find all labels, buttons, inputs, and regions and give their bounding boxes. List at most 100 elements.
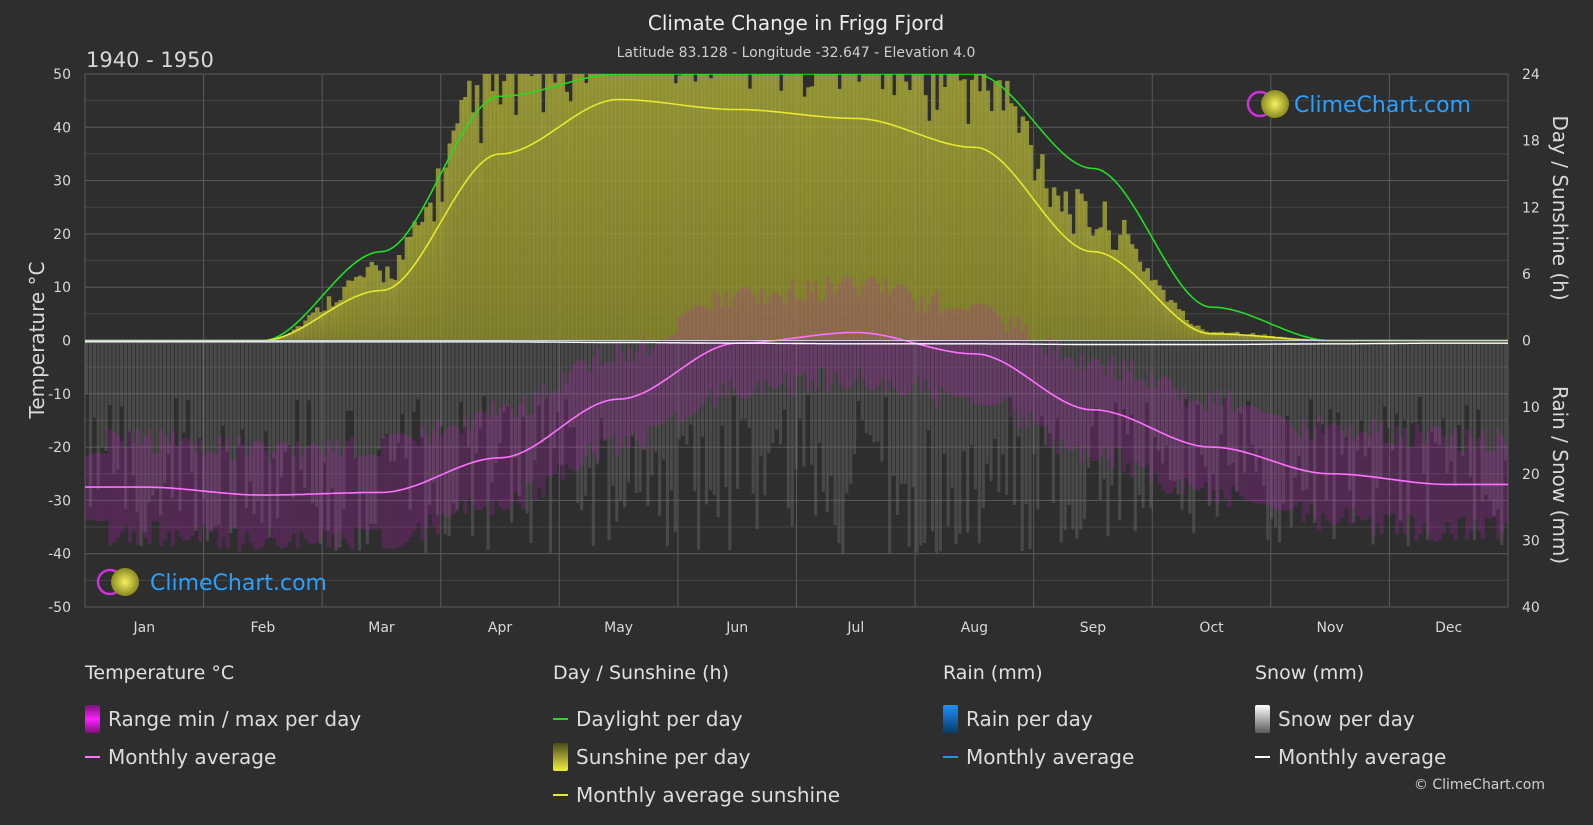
sunshine-day-bar — [580, 74, 585, 341]
snow-day-bar — [934, 340, 939, 553]
sunshine-day-bar — [892, 95, 897, 341]
snow-day-bar — [806, 340, 810, 396]
snow-day-bar — [1059, 340, 1063, 543]
snow-day-bar — [790, 340, 794, 527]
snow-day-bar — [248, 340, 252, 482]
snow-day-bar — [907, 340, 911, 547]
legend-swatch — [553, 794, 568, 796]
snow-day-bar — [1219, 340, 1223, 435]
sunshine-day-bar — [1067, 214, 1072, 341]
sunshine-day-bar — [377, 270, 382, 341]
snow-day-bar — [677, 340, 681, 440]
sunshine-day-bar — [1219, 331, 1224, 341]
snow-day-bar — [1125, 340, 1130, 435]
snow-day-bar — [829, 340, 833, 477]
snow-day-bar — [736, 340, 740, 490]
sunshine-day-bar — [494, 74, 499, 341]
sunshine-day-bar — [1157, 285, 1162, 341]
left-tick-label: 10 — [53, 280, 71, 296]
sunshine-day-bar — [638, 74, 644, 341]
sunshine-day-bar — [650, 74, 655, 341]
sunshine-day-bar — [545, 74, 550, 341]
snow-day-bar — [755, 340, 759, 529]
snow-average-line — [85, 341, 1508, 346]
snow-day-bar — [1258, 340, 1262, 450]
snow-day-bar — [704, 340, 709, 505]
legend-swatch — [1255, 756, 1270, 758]
sunshine-day-bar — [665, 74, 671, 341]
legend-item: Range min / max per day — [85, 700, 361, 738]
sunshine-day-bar — [907, 89, 913, 341]
sunshine-day-bar — [778, 90, 784, 341]
snow-day-bar — [467, 340, 471, 447]
brand-text-bottom: ClimeChart.com — [150, 571, 327, 596]
snow-day-bar — [279, 340, 284, 478]
sunshine-day-bar — [1215, 332, 1221, 341]
sunshine-day-bar — [1024, 120, 1030, 341]
snow-day-bar — [237, 340, 241, 447]
snow-day-bar — [630, 340, 634, 437]
snow-day-bar — [221, 340, 225, 426]
legend-header: Temperature °C — [85, 662, 235, 684]
sunshine-day-bar — [860, 74, 866, 341]
month-tick-label: Oct — [1199, 620, 1224, 636]
snow-day-bar — [311, 340, 315, 504]
sunshine-day-bar — [342, 286, 347, 341]
right-top-axis-label: Day / Sunshine (h) — [1548, 115, 1572, 300]
legend-item: Monthly average — [1255, 738, 1446, 776]
snow-day-bar — [782, 340, 786, 410]
snow-day-bar — [1254, 340, 1258, 472]
snow-day-bar — [665, 340, 670, 547]
snow-day-bar — [307, 340, 311, 401]
sunshine-day-bar — [587, 74, 593, 341]
left-axis-label: Temperature °C — [25, 261, 49, 419]
snow-day-bar — [1355, 340, 1360, 451]
sunshine-day-bar — [357, 275, 363, 341]
sunshine-day-bar — [584, 82, 589, 341]
sunshine-day-bar — [373, 265, 378, 341]
sunshine-day-bar — [470, 112, 476, 341]
sunshine-day-bar — [1012, 106, 1018, 341]
sunshine-day-bar — [833, 74, 839, 341]
snow-day-bar — [303, 340, 307, 489]
snow-day-bar — [1102, 340, 1106, 480]
snow-day-bar — [693, 340, 697, 492]
snow-day-bar — [1457, 340, 1461, 425]
legend-rain: Rain (mm) Rain per day Monthly average — [943, 662, 1134, 776]
snow-day-bar — [381, 340, 385, 439]
snow-day-bar — [431, 340, 436, 483]
legend-item: Monthly average — [943, 738, 1134, 776]
snow-day-bar — [1040, 340, 1044, 417]
snow-day-bar — [315, 340, 319, 507]
sunshine-day-bar — [993, 81, 998, 341]
snow-day-bar — [580, 340, 584, 511]
legend-label: Snow per day — [1278, 707, 1415, 731]
snow-day-bar — [623, 340, 627, 508]
snow-day-bar — [233, 340, 237, 529]
sunshine-day-bar — [876, 74, 881, 341]
snow-day-bar — [732, 340, 736, 397]
snow-day-bar — [1001, 340, 1005, 455]
snow-day-bar — [837, 340, 841, 544]
snow-day-bar — [1309, 340, 1313, 400]
snow-day-bar — [700, 340, 705, 437]
snow-day-bar — [977, 340, 981, 544]
sunshine-day-bar — [1184, 319, 1189, 341]
sunshine-day-bar — [658, 74, 663, 341]
sunshine-day-bar — [1028, 145, 1033, 341]
snow-day-bar — [318, 340, 323, 544]
sunshine-day-bar — [771, 74, 776, 341]
snow-day-bar — [1036, 340, 1040, 510]
snow-day-bar — [104, 340, 108, 452]
snow-day-bar — [229, 340, 233, 533]
month-tick-label: Mar — [368, 620, 395, 636]
snow-day-bar — [716, 340, 720, 518]
snow-day-bar — [849, 340, 853, 484]
sunshine-day-bar — [291, 329, 297, 341]
sunshine-day-bar — [1258, 335, 1263, 341]
sunshine-day-bar — [568, 101, 573, 341]
snow-day-bar — [1391, 340, 1395, 451]
snow-day-bar — [404, 340, 408, 459]
snow-day-bar — [607, 340, 611, 541]
sunshine-day-bar — [1079, 193, 1084, 341]
